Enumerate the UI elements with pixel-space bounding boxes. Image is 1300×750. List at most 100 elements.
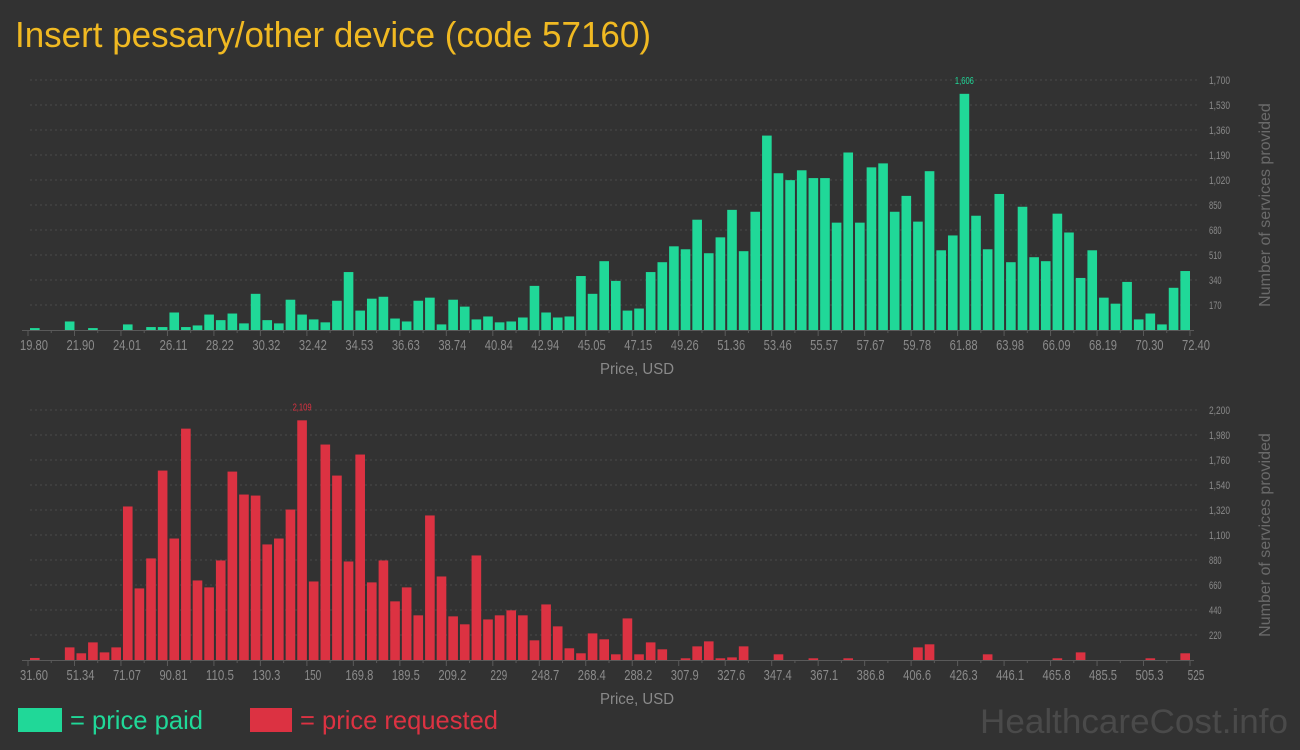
bar <box>622 310 633 330</box>
bar <box>820 178 830 330</box>
bar <box>227 471 238 660</box>
x-tick-label: 47.15 <box>624 337 652 354</box>
x-tick-label: 229 <box>490 667 507 684</box>
bar <box>146 327 156 330</box>
bar <box>529 640 540 660</box>
bar <box>715 658 726 660</box>
bar <box>750 211 761 330</box>
y-tick-label: 340 <box>1209 275 1222 287</box>
x-tick-label: 31.60 <box>20 667 48 684</box>
x-tick-label: 90.81 <box>159 667 187 684</box>
x-tick-label: 130.3 <box>252 667 280 684</box>
x-tick-label: 70.30 <box>1136 337 1164 354</box>
x-tick-label: 68.19 <box>1089 337 1117 354</box>
x-tick-label: 57.67 <box>857 337 885 354</box>
bar <box>680 249 691 330</box>
bar <box>866 167 877 330</box>
bar <box>1064 232 1074 330</box>
y-tick-label: 1,530 <box>1209 100 1230 112</box>
bar <box>587 633 598 660</box>
y-tick-label: 1,700 <box>1209 75 1230 87</box>
x-tick-label: 485.5 <box>1089 667 1117 684</box>
bar <box>831 222 842 330</box>
bar <box>645 642 656 660</box>
x-axis-title: Price, USD <box>600 361 674 378</box>
bar <box>459 306 470 330</box>
bar <box>808 178 819 330</box>
x-tick-label: 150 <box>304 667 321 684</box>
bar <box>76 653 87 660</box>
y-tick-label: 1,760 <box>1209 455 1230 467</box>
bar <box>1157 324 1167 330</box>
bar <box>169 538 180 660</box>
bar <box>843 658 854 660</box>
x-tick-label: 465.8 <box>1043 667 1071 684</box>
bar <box>297 420 307 660</box>
x-tick-label: 40.84 <box>485 337 513 354</box>
bar <box>343 561 354 660</box>
bar <box>657 262 668 330</box>
bar <box>947 235 958 330</box>
x-tick-label: 53.46 <box>764 337 792 354</box>
bar <box>727 657 737 660</box>
bar <box>239 323 249 330</box>
bar <box>855 222 865 330</box>
bar <box>1029 257 1039 330</box>
bar <box>88 328 98 330</box>
bar <box>366 298 377 330</box>
bar <box>169 312 180 330</box>
bar <box>459 624 470 660</box>
bar <box>157 470 168 660</box>
max-value-label: 2,109 <box>293 402 312 413</box>
x-tick-label: 32.42 <box>299 337 327 354</box>
x-tick-label: 34.53 <box>345 337 373 354</box>
bar <box>1075 277 1086 330</box>
bar <box>436 324 447 330</box>
bar <box>64 647 75 660</box>
bar <box>518 615 528 660</box>
bar <box>971 215 981 330</box>
bar <box>599 639 609 660</box>
bar <box>436 576 447 660</box>
y-tick-label: 680 <box>1209 225 1222 237</box>
x-tick-label: 386.8 <box>857 667 885 684</box>
bar <box>192 325 203 330</box>
bar <box>982 249 993 330</box>
legend-paid-swatch <box>18 708 62 732</box>
x-tick-label: 72.40 <box>1182 337 1210 354</box>
bar <box>924 644 935 660</box>
bar <box>762 135 772 330</box>
x-tick-label: 189.5 <box>392 667 420 684</box>
y-tick-label: 2,200 <box>1209 405 1230 417</box>
bar <box>599 261 609 330</box>
legend-paid-label: = price paid <box>70 705 203 735</box>
bar <box>134 588 145 660</box>
y-tick-label: 440 <box>1209 605 1222 617</box>
x-tick-label: 49.26 <box>671 337 699 354</box>
bar <box>308 581 319 660</box>
bar <box>471 555 482 660</box>
x-tick-label: 36.63 <box>392 337 420 354</box>
x-tick-label: 110.5 <box>206 667 234 684</box>
bar <box>390 318 400 330</box>
x-tick-label: 26.11 <box>159 337 187 354</box>
bar <box>576 276 586 330</box>
bar <box>308 319 319 330</box>
bar <box>343 272 354 330</box>
bar <box>541 604 551 660</box>
bar <box>529 285 540 330</box>
bar <box>634 654 644 660</box>
bar <box>808 658 819 660</box>
bar <box>88 642 98 660</box>
bar <box>285 509 296 660</box>
bar <box>378 560 389 660</box>
x-tick-label: 288.2 <box>624 667 652 684</box>
bar <box>122 324 133 330</box>
bar <box>239 494 249 660</box>
bar <box>99 652 110 660</box>
x-tick-label: 24.01 <box>113 337 141 354</box>
bar <box>657 649 668 660</box>
bar <box>576 653 586 660</box>
x-tick-label: 42.94 <box>531 337 559 354</box>
bar <box>959 93 970 330</box>
